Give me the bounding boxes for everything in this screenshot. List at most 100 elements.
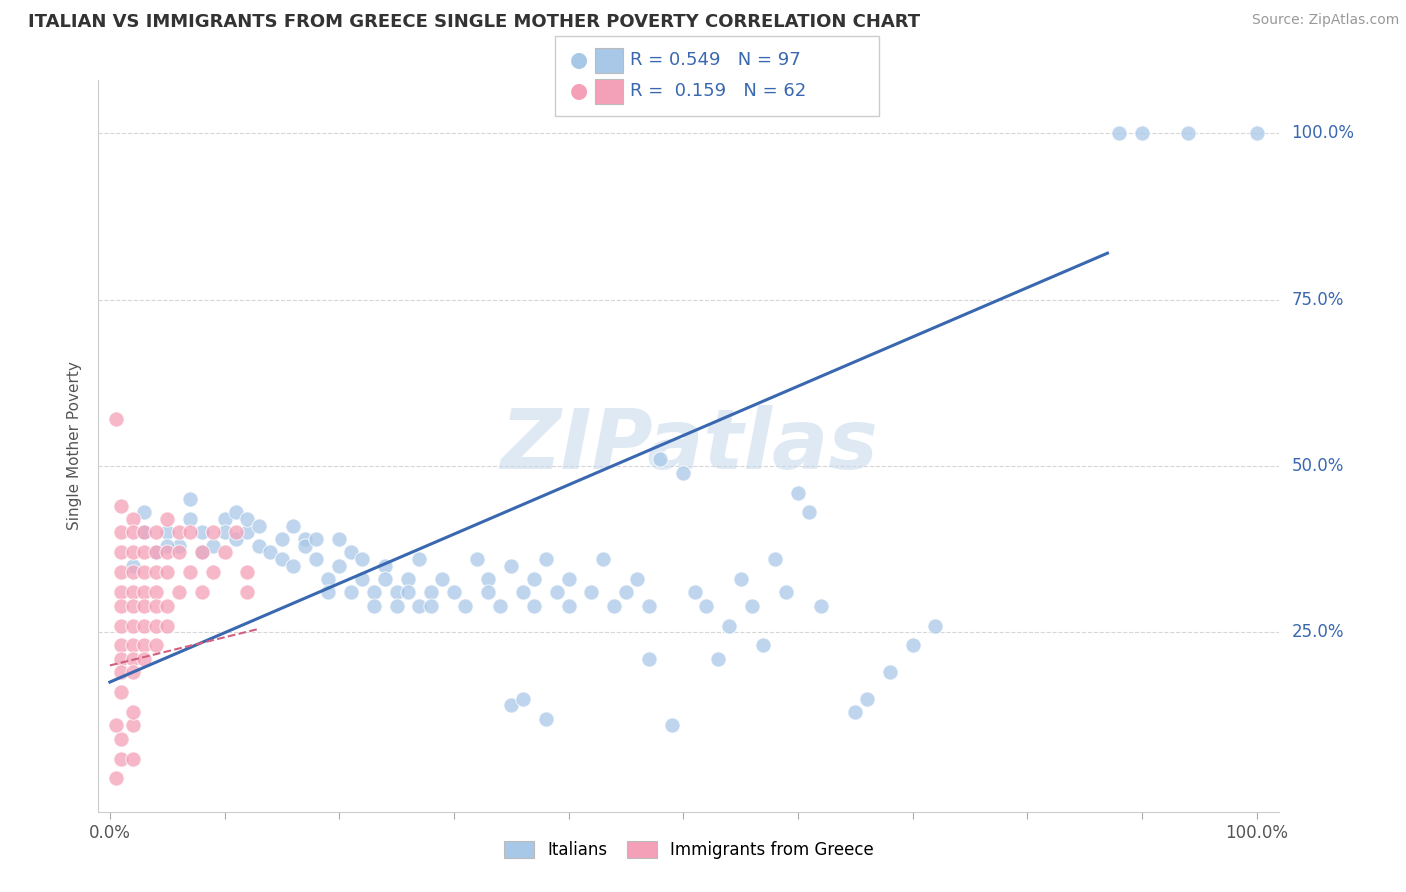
Point <box>121 525 143 540</box>
Point <box>294 532 316 546</box>
Text: R = 0.549   N = 97: R = 0.549 N = 97 <box>630 51 800 69</box>
Point <box>420 599 443 613</box>
Point <box>385 599 408 613</box>
Point <box>121 751 143 765</box>
Point <box>546 585 568 599</box>
Point <box>214 512 236 526</box>
Point <box>134 618 156 632</box>
Point <box>134 652 156 666</box>
Point <box>855 691 877 706</box>
Text: ●: ● <box>571 81 588 101</box>
Point <box>752 639 775 653</box>
Point <box>650 452 672 467</box>
Point <box>190 545 212 559</box>
Point <box>156 599 179 613</box>
Point <box>730 572 752 586</box>
Point <box>110 618 132 632</box>
Point <box>488 599 510 613</box>
Point <box>408 599 430 613</box>
Point <box>534 552 557 566</box>
Point <box>1246 127 1268 141</box>
Point <box>156 512 179 526</box>
Point <box>328 558 350 573</box>
Point <box>202 539 225 553</box>
Point <box>156 545 179 559</box>
Point <box>443 585 465 599</box>
Point <box>110 652 132 666</box>
Point <box>259 545 281 559</box>
Point <box>134 599 156 613</box>
Point <box>134 639 156 653</box>
Point <box>110 731 132 746</box>
Point <box>465 552 488 566</box>
Point <box>145 525 167 540</box>
Point <box>339 545 361 559</box>
Point <box>672 466 695 480</box>
Point <box>110 751 132 765</box>
Point <box>145 545 167 559</box>
Point <box>270 552 292 566</box>
Point <box>706 652 728 666</box>
Point <box>924 618 946 632</box>
Point <box>305 532 328 546</box>
Point <box>374 572 396 586</box>
Point <box>901 639 924 653</box>
Point <box>385 585 408 599</box>
Point <box>661 718 683 732</box>
Text: 75.0%: 75.0% <box>1291 291 1344 309</box>
Point <box>121 652 143 666</box>
Point <box>879 665 901 679</box>
Point <box>110 545 132 559</box>
Point <box>145 545 167 559</box>
Text: R =  0.159   N = 62: R = 0.159 N = 62 <box>630 82 806 100</box>
Point <box>121 512 143 526</box>
Point <box>1108 127 1130 141</box>
Point <box>352 552 374 566</box>
Point <box>477 572 499 586</box>
Point <box>121 618 143 632</box>
Point <box>121 585 143 599</box>
Point <box>477 585 499 599</box>
Point <box>557 599 579 613</box>
Point <box>775 585 797 599</box>
Point <box>718 618 741 632</box>
Point <box>294 539 316 553</box>
Point <box>190 525 212 540</box>
Point <box>1130 127 1153 141</box>
Point <box>110 599 132 613</box>
Point <box>683 585 706 599</box>
Point <box>156 618 179 632</box>
Point <box>432 572 454 586</box>
Point <box>247 539 270 553</box>
Y-axis label: Single Mother Poverty: Single Mother Poverty <box>67 361 83 531</box>
Point <box>316 572 339 586</box>
Point <box>167 545 190 559</box>
Text: 100.0%: 100.0% <box>1291 125 1354 143</box>
Point <box>110 499 132 513</box>
Point <box>110 566 132 580</box>
Point <box>1177 127 1199 141</box>
Point <box>179 492 201 507</box>
Point <box>396 572 419 586</box>
Point <box>786 485 808 500</box>
Point <box>134 585 156 599</box>
Point <box>121 639 143 653</box>
Point <box>512 691 534 706</box>
Text: ●: ● <box>571 50 588 70</box>
Point <box>374 558 396 573</box>
Point <box>202 566 225 580</box>
Point <box>225 506 247 520</box>
Point <box>134 566 156 580</box>
Point <box>225 532 247 546</box>
Point <box>145 566 167 580</box>
Point <box>396 585 419 599</box>
Point <box>741 599 763 613</box>
Point <box>844 705 866 719</box>
Point <box>145 585 167 599</box>
Point <box>501 698 523 713</box>
Point <box>305 552 328 566</box>
Point <box>214 545 236 559</box>
Text: ITALIAN VS IMMIGRANTS FROM GREECE SINGLE MOTHER POVERTY CORRELATION CHART: ITALIAN VS IMMIGRANTS FROM GREECE SINGLE… <box>28 13 921 31</box>
Point <box>534 712 557 726</box>
Point <box>626 572 648 586</box>
